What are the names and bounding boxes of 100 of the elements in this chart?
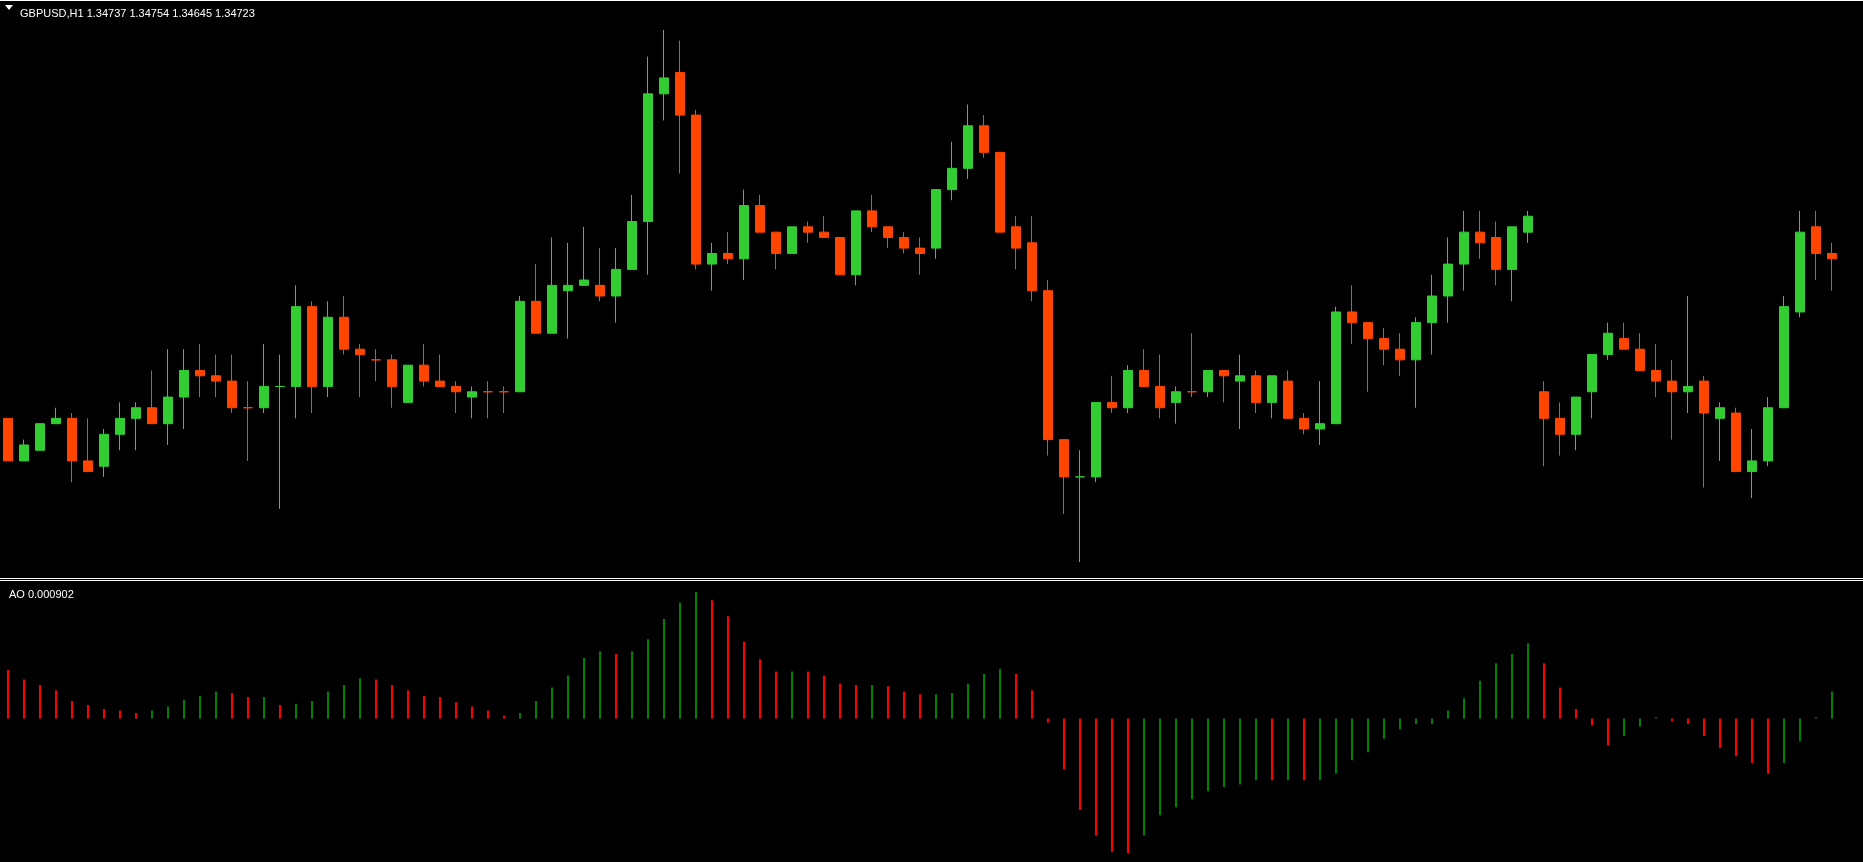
candlestick: [755, 194, 765, 233]
chart-title: AO 0.000902: [9, 587, 74, 600]
bar: [1639, 718, 1641, 727]
bar: [1447, 710, 1449, 719]
bar: [679, 602, 681, 719]
candlestick: [579, 226, 589, 286]
bar: [39, 684, 41, 719]
bar: [951, 692, 953, 719]
bar: [615, 653, 617, 719]
candlestick: [323, 300, 333, 398]
candlestick: [1475, 210, 1485, 260]
candlestick: [131, 401, 141, 451]
bar: [903, 691, 905, 719]
candlestick: [611, 247, 621, 324]
candlestick: [3, 417, 13, 462]
candlestick: [1411, 316, 1421, 409]
bar: [1015, 674, 1017, 719]
bar: [1767, 718, 1769, 774]
bar: [1559, 687, 1561, 719]
candlestick: [1139, 348, 1149, 387]
candlestick: [1763, 396, 1773, 467]
candlestick: [787, 226, 797, 254]
candlestick: [643, 56, 653, 276]
candlestick: [387, 354, 397, 409]
bar: [871, 684, 873, 719]
candlestick: [1507, 226, 1517, 302]
candlestick: [243, 380, 253, 462]
candlestick: [883, 226, 893, 249]
candlestick: [403, 364, 413, 403]
candlestick: [115, 401, 125, 451]
candlestick: [1651, 343, 1661, 398]
bar: [791, 671, 793, 719]
bar: [711, 600, 713, 719]
bar: [1751, 718, 1753, 763]
bar: [1031, 690, 1033, 719]
bar: [535, 701, 537, 719]
candlestick: [371, 348, 381, 382]
bar: [1335, 718, 1337, 774]
bar: [1687, 718, 1689, 724]
bar: [119, 710, 121, 719]
bar: [1143, 718, 1145, 836]
bar: [1191, 718, 1193, 800]
candlestick: [451, 380, 461, 414]
bar: [983, 674, 985, 719]
candlestick: [867, 194, 877, 233]
bar: [1303, 718, 1305, 781]
candlestick: [467, 385, 477, 419]
candlestick: [147, 369, 157, 425]
bar: [1591, 718, 1593, 726]
candlestick: [275, 354, 285, 510]
bar: [967, 683, 969, 719]
bar: [887, 686, 889, 719]
bar: [343, 684, 345, 719]
bar: [103, 709, 105, 719]
bar: [919, 694, 921, 719]
candlestick: [1347, 284, 1357, 345]
bar: [1319, 718, 1321, 781]
candlestick: [1539, 380, 1549, 467]
bar: [1063, 718, 1065, 770]
candlestick: [499, 385, 509, 414]
bar: [1351, 718, 1353, 761]
bar: [519, 713, 521, 719]
bar: [183, 699, 185, 719]
candlestick: [819, 215, 829, 238]
candlestick: [1123, 364, 1133, 414]
candlestick: [1667, 359, 1677, 441]
bar: [1127, 718, 1129, 853]
candlestick: [291, 284, 301, 419]
bar: [1207, 718, 1209, 792]
bar: [151, 710, 153, 719]
candlestick: [1043, 279, 1053, 457]
candlestick: [19, 439, 29, 462]
bar: [263, 696, 265, 719]
bar: [551, 687, 553, 719]
bar: [327, 691, 329, 719]
candlestick: [1251, 369, 1261, 414]
candlestick: [1107, 375, 1117, 414]
bar: [1783, 718, 1785, 763]
candlestick: [195, 343, 205, 398]
candlestick: [99, 428, 109, 478]
candlestick: [259, 343, 269, 414]
bar: [567, 675, 569, 719]
candlestick: [163, 348, 173, 446]
bar: [743, 641, 745, 719]
candlestick: [307, 300, 317, 414]
candlestick: [1635, 332, 1645, 371]
bar: [1431, 718, 1433, 724]
bar: [1367, 718, 1369, 753]
bar: [391, 684, 393, 719]
candlestick: [1811, 210, 1821, 281]
candlestick: [1363, 322, 1373, 393]
bar: [199, 695, 201, 719]
candlestick: [1427, 274, 1437, 356]
bar: [1831, 691, 1833, 719]
candlestick: [915, 236, 925, 276]
candlestick: [227, 354, 237, 414]
candlestick: [1235, 354, 1245, 430]
candlestick: [1827, 242, 1837, 292]
bar: [999, 668, 1001, 719]
candlestick: [1075, 449, 1085, 563]
